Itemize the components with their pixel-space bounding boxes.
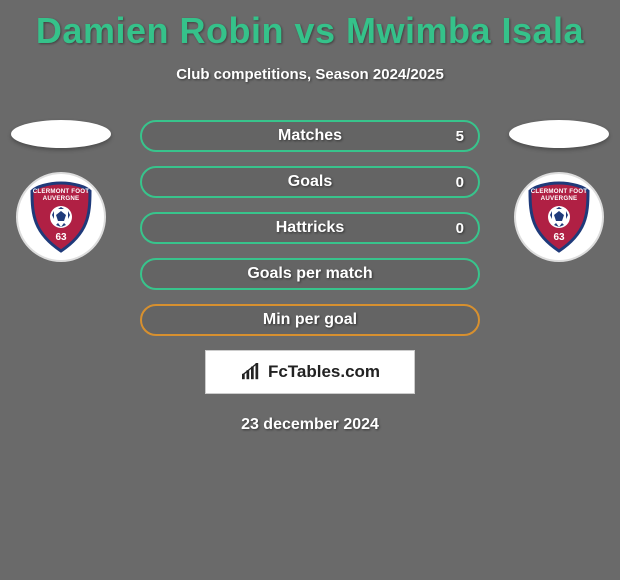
player-left-col: CLERMONT FOOT AUVERGNE 63	[6, 120, 116, 262]
stat-row: Matches 5	[140, 120, 480, 152]
club-badge-right: CLERMONT FOOT AUVERGNE 63	[514, 172, 604, 262]
player-right-col: CLERMONT FOOT AUVERGNE 63	[504, 120, 614, 262]
player-right-ellipse	[509, 120, 609, 148]
stat-label: Goals per match	[247, 265, 372, 283]
subtitle: Club competitions, Season 2024/2025	[0, 66, 620, 83]
stat-label: Goals	[288, 173, 332, 191]
badge-circle: CLERMONT FOOT AUVERGNE 63	[514, 172, 604, 262]
club-number: 63	[28, 232, 94, 243]
stat-value-right: 0	[456, 174, 464, 191]
stat-row: Min per goal	[140, 304, 480, 336]
club-badge-left: CLERMONT FOOT AUVERGNE 63	[16, 172, 106, 262]
fctables-logo: FcTables.com	[205, 350, 415, 394]
stat-value-right: 5	[456, 128, 464, 145]
player-left-ellipse	[11, 120, 111, 148]
badge-circle: CLERMONT FOOT AUVERGNE 63	[16, 172, 106, 262]
date-label: 23 december 2024	[140, 416, 480, 434]
stat-row: Hattricks 0	[140, 212, 480, 244]
club-name: CLERMONT FOOT AUVERGNE	[526, 189, 592, 202]
club-name-line2: AUVERGNE	[43, 195, 80, 202]
stat-row: Goals 0	[140, 166, 480, 198]
club-name-line2: AUVERGNE	[541, 195, 578, 202]
chart-icon	[240, 363, 262, 381]
stats-column: Matches 5 Goals 0 Hattricks 0 Goals per match M…	[140, 120, 480, 434]
stat-label: Hattricks	[276, 219, 344, 237]
stat-label: Matches	[278, 127, 342, 145]
stat-label: Min per goal	[263, 311, 357, 329]
club-name: CLERMONT FOOT AUVERGNE	[28, 189, 94, 202]
page-title: Damien Robin vs Mwimba Isala	[0, 0, 620, 52]
stat-row: Goals per match	[140, 258, 480, 290]
club-number: 63	[526, 232, 592, 243]
shield-icon: CLERMONT FOOT AUVERGNE 63	[28, 181, 94, 253]
shield-icon: CLERMONT FOOT AUVERGNE 63	[526, 181, 592, 253]
logo-text: FcTables.com	[268, 362, 380, 382]
stat-value-right: 0	[456, 220, 464, 237]
